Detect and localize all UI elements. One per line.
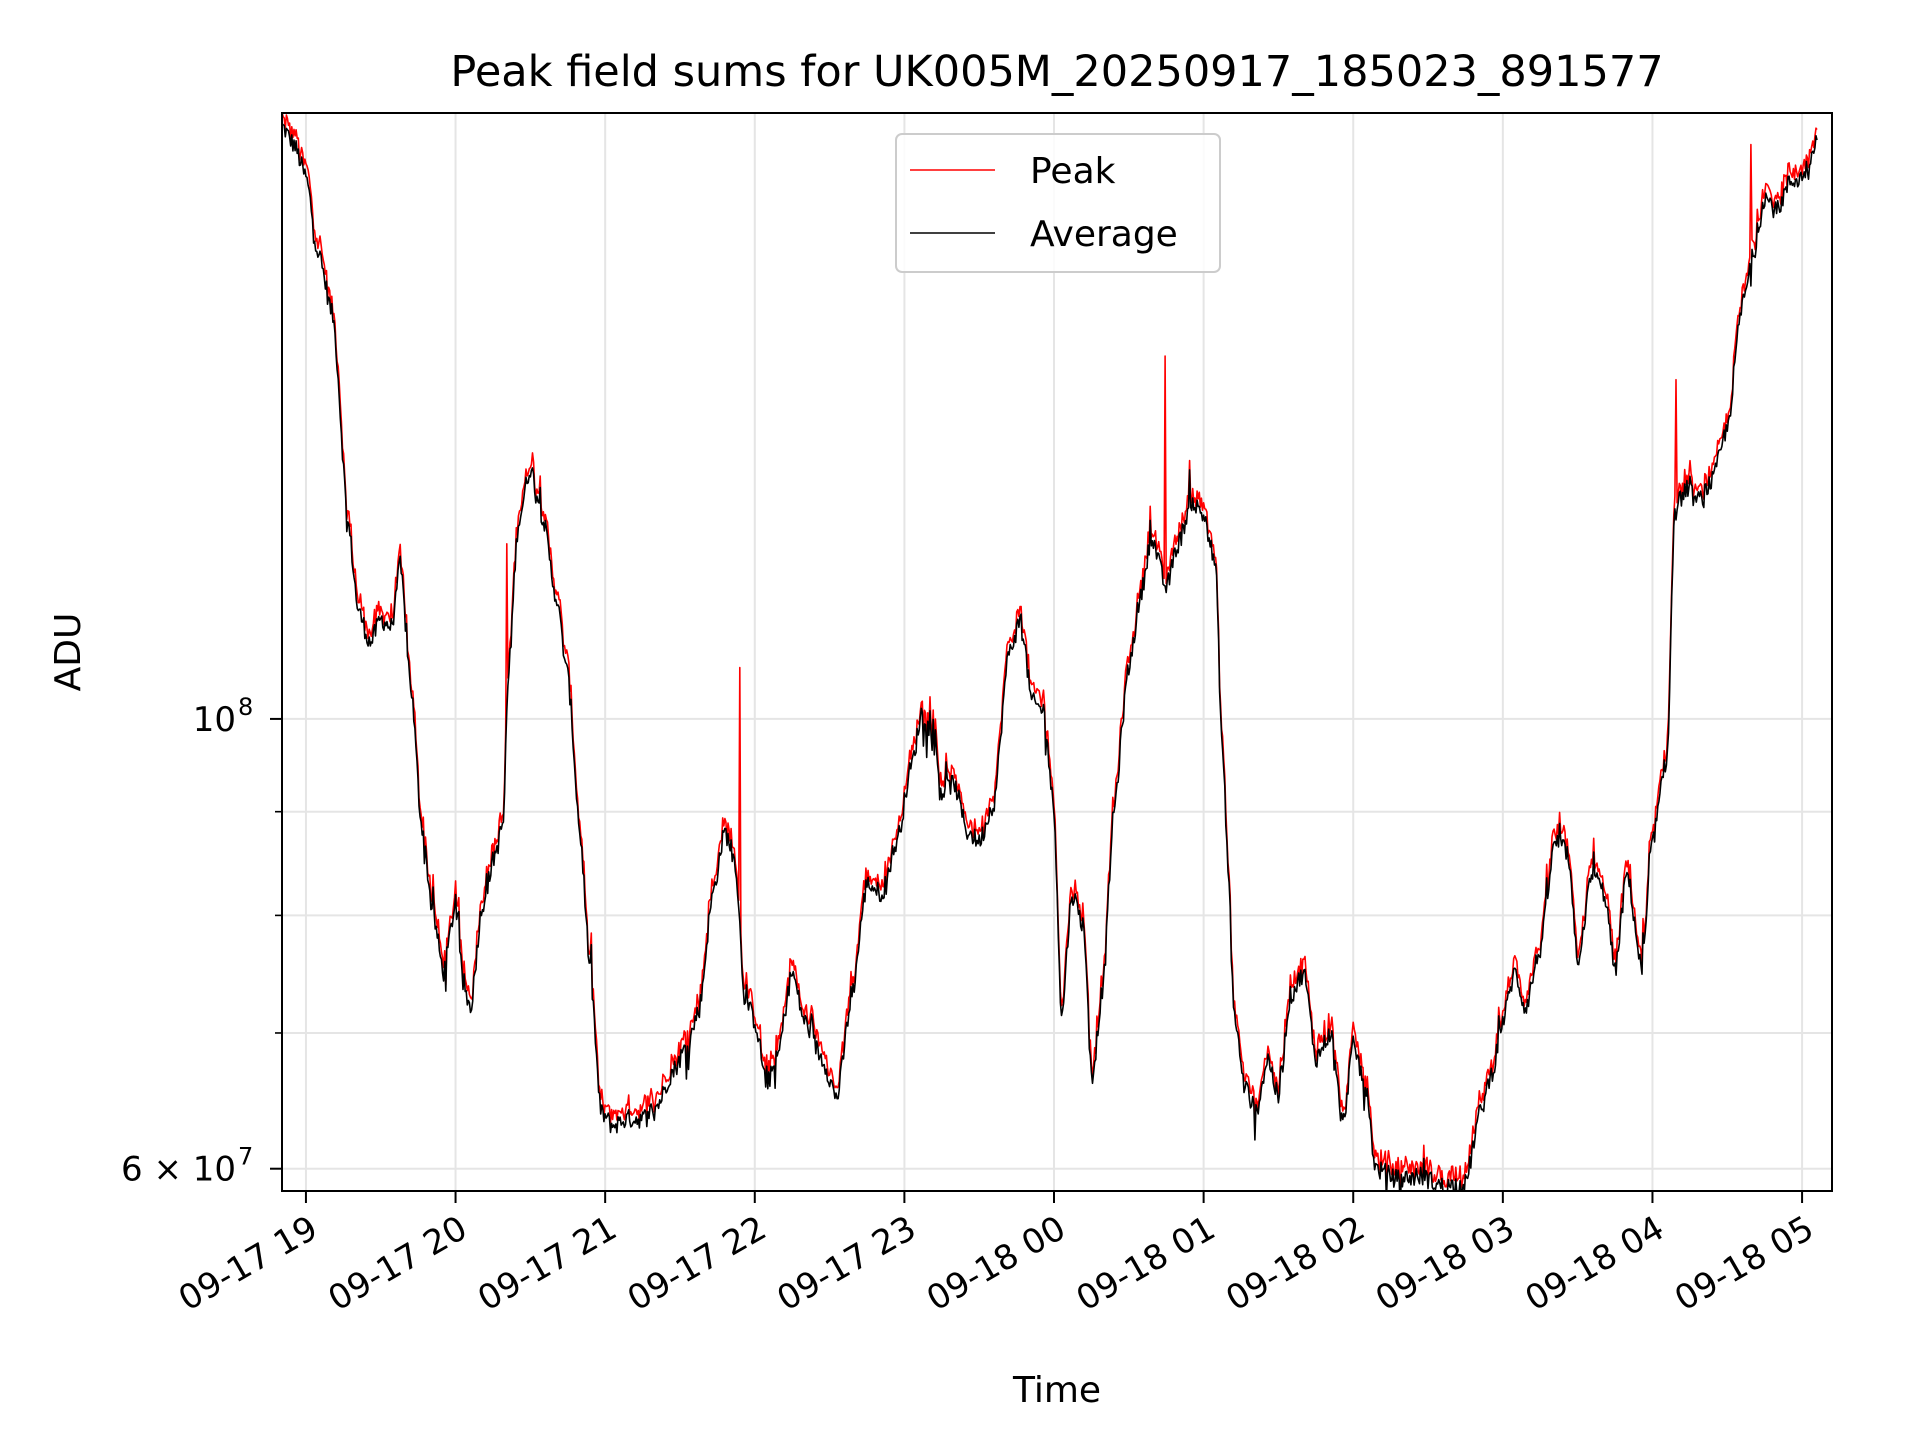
y-tick-label: 10	[193, 700, 236, 740]
legend-box	[895, 133, 1221, 273]
legend-peak-label: Peak	[1030, 151, 1116, 192]
y-tick-exponent: 7	[238, 1143, 253, 1171]
legend-average-label: Average	[1030, 214, 1178, 255]
legend: Peak Average	[895, 133, 1221, 273]
plot-area	[282, 113, 1818, 1191]
y-axis: 10 8 6 × 10 7	[121, 693, 282, 1190]
average-series-line	[282, 122, 1818, 1191]
plot-frame	[281, 112, 1833, 1192]
y-tick-label: 6 × 10	[121, 1150, 236, 1190]
y-tick-exponent: 8	[238, 693, 253, 721]
y-axis-label: ADU	[48, 613, 89, 692]
x-axis-label: Time	[1012, 1370, 1101, 1411]
peak-series-line	[282, 113, 1818, 1191]
chart-title: Peak field sums for UK005M_20250917_1850…	[450, 47, 1663, 97]
